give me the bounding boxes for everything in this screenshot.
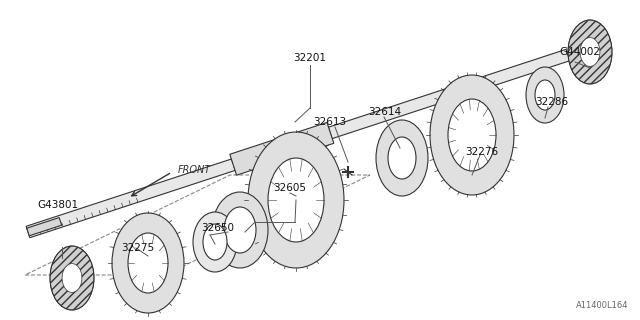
Polygon shape — [26, 49, 570, 238]
Text: 32650: 32650 — [202, 223, 234, 233]
Text: G43801: G43801 — [37, 200, 79, 210]
Text: 32276: 32276 — [465, 147, 499, 157]
Ellipse shape — [112, 213, 184, 313]
Text: 32613: 32613 — [314, 117, 347, 127]
Text: 32605: 32605 — [273, 183, 307, 193]
Ellipse shape — [212, 192, 268, 268]
Polygon shape — [230, 123, 334, 175]
Ellipse shape — [268, 158, 324, 242]
Ellipse shape — [388, 137, 416, 179]
Polygon shape — [27, 218, 61, 236]
Ellipse shape — [448, 99, 496, 171]
Ellipse shape — [526, 67, 564, 123]
Ellipse shape — [62, 264, 82, 292]
Text: 32201: 32201 — [294, 53, 326, 63]
Text: A11400L164: A11400L164 — [575, 301, 628, 310]
Ellipse shape — [193, 212, 237, 272]
Ellipse shape — [430, 75, 514, 195]
Text: 32275: 32275 — [122, 243, 155, 253]
Ellipse shape — [376, 120, 428, 196]
Ellipse shape — [568, 20, 612, 84]
Ellipse shape — [203, 224, 227, 260]
Ellipse shape — [248, 132, 344, 268]
Ellipse shape — [50, 246, 94, 310]
Ellipse shape — [128, 233, 168, 293]
Text: 32614: 32614 — [369, 107, 401, 117]
Text: FRONT: FRONT — [178, 165, 211, 175]
Ellipse shape — [535, 80, 555, 110]
Text: 32286: 32286 — [536, 97, 568, 107]
Ellipse shape — [580, 38, 600, 67]
Ellipse shape — [224, 207, 256, 253]
Text: G44002: G44002 — [559, 47, 600, 57]
